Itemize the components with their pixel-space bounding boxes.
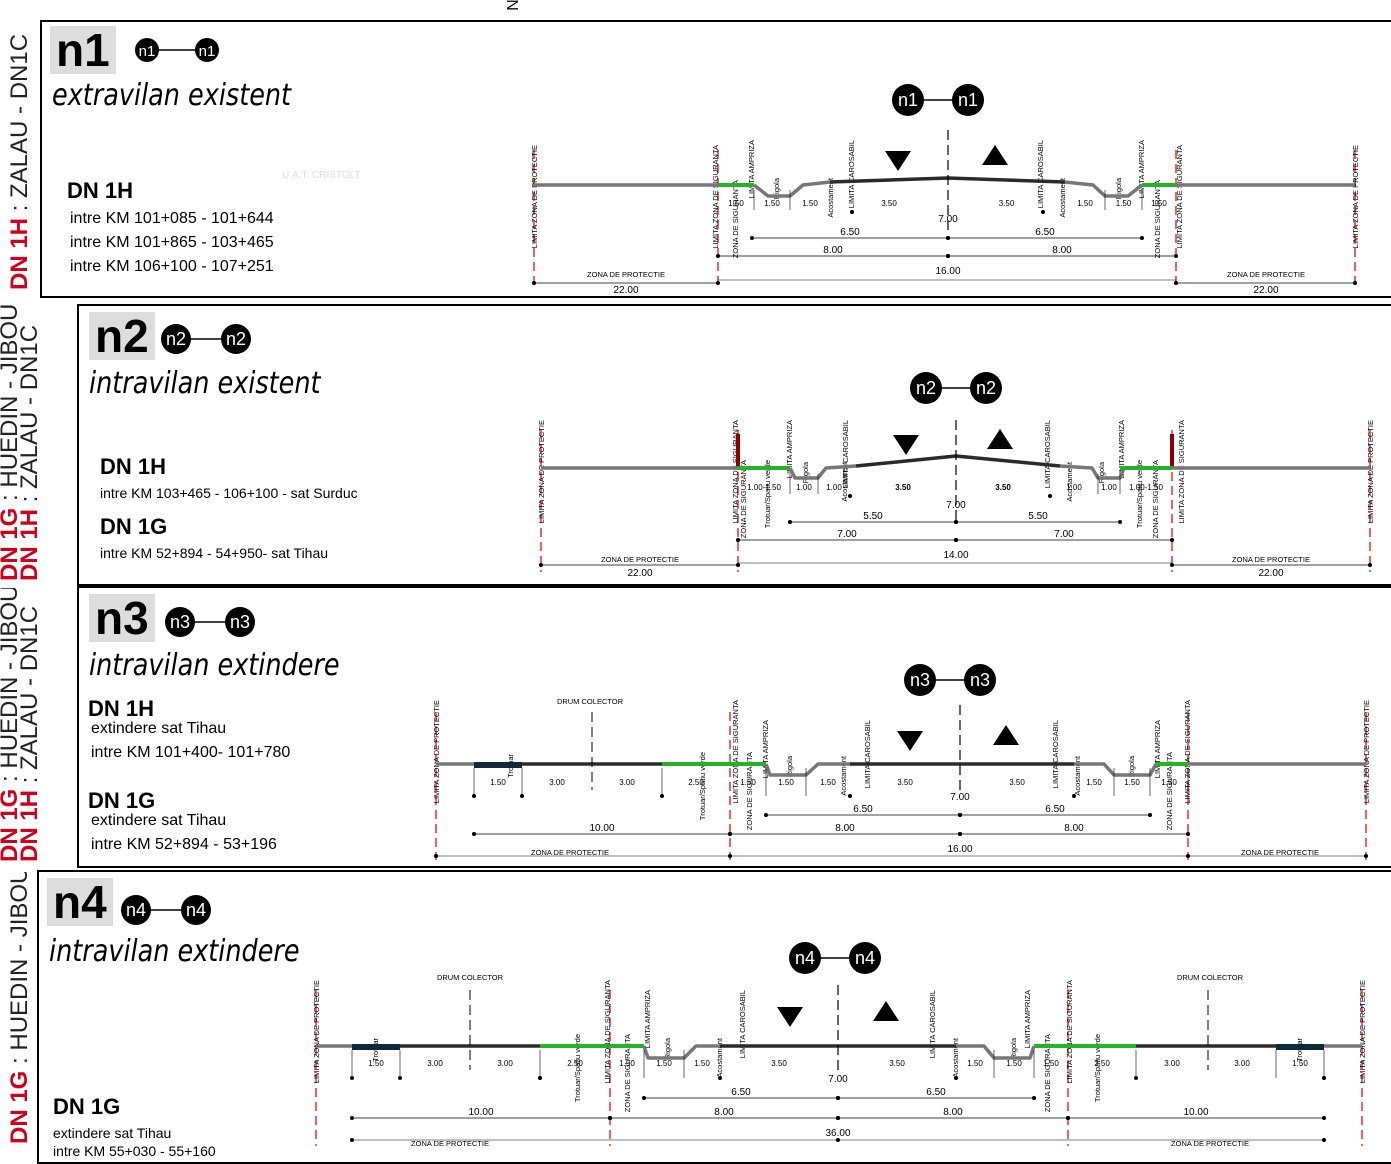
road-desc-line: extindere sat Tihau	[91, 812, 227, 829]
road-desc-line: intre KM 55+030 - 55+160	[53, 1143, 216, 1159]
road-desc-line: intre KM 101+400- 101+780	[91, 744, 291, 761]
section-code: n3	[89, 594, 155, 642]
section-code: n2	[89, 312, 155, 360]
section-subtitle: extravilan existent	[52, 78, 292, 113]
road-name: DN 1G	[53, 1094, 121, 1119]
road-desc-line: intre KM 103+465 - 106+100 - sat Surduc	[100, 485, 358, 501]
side-label-n3: DN 1G : HUEDIN - JIBOU DN 1H : ZALAU - D…	[0, 588, 40, 862]
cross-section-panel-n2: n2 intravilan existent DN 1H intre KM 10…	[77, 304, 1391, 586]
header-fragment: N	[502, 0, 520, 11]
section-subtitle: intravilan extindere	[49, 934, 300, 969]
road-desc-line: intre KM 101+865 - 103+465	[70, 234, 274, 251]
road-desc-line: intre KM 52+894 - 54+950- sat Tihau	[100, 545, 329, 561]
side-label-n2: DN 1G : HUEDIN - JIBOU DN 1H : ZALAU - D…	[0, 303, 40, 581]
cross-section-panel-n3: n3 intravilan extindere DN 1H extindere …	[77, 586, 1391, 868]
road-desc-line: intre KM 52+894 - 53+196	[91, 836, 277, 853]
section-code: n1	[50, 26, 116, 74]
road-desc-line: intre KM 106+100 - 107+251	[70, 258, 274, 275]
road-desc-line: extindere sat Tihau	[91, 720, 227, 737]
road-name: DN 1H	[88, 696, 155, 721]
road-name: DN 1H	[100, 454, 167, 479]
cross-section-panel-n1: n1 extravilan existent DN 1H intre KM 10…	[40, 20, 1391, 298]
road-name: DN 1G	[100, 514, 168, 539]
section-subtitle: intravilan existent	[89, 366, 321, 401]
road-desc-line: extindere sat Tihau	[53, 1125, 172, 1141]
watermark: U.A.T. CRISTOLT	[282, 170, 361, 181]
section-code: n4	[47, 878, 113, 926]
road-name: DN 1H	[67, 178, 134, 203]
cross-section-panel-n4: n4 intravilan extindere DN 1G extindere …	[37, 870, 1391, 1164]
road-name: DN 1G	[88, 788, 156, 813]
side-label-n4: DN 1G : HUEDIN - JIBOU	[6, 872, 33, 1144]
side-label-n1: DN 1H : ZALAU - DN1C	[6, 33, 33, 290]
section-subtitle: intravilan extindere	[89, 648, 340, 683]
road-desc-line: intre KM 101+085 - 101+644	[70, 210, 274, 227]
